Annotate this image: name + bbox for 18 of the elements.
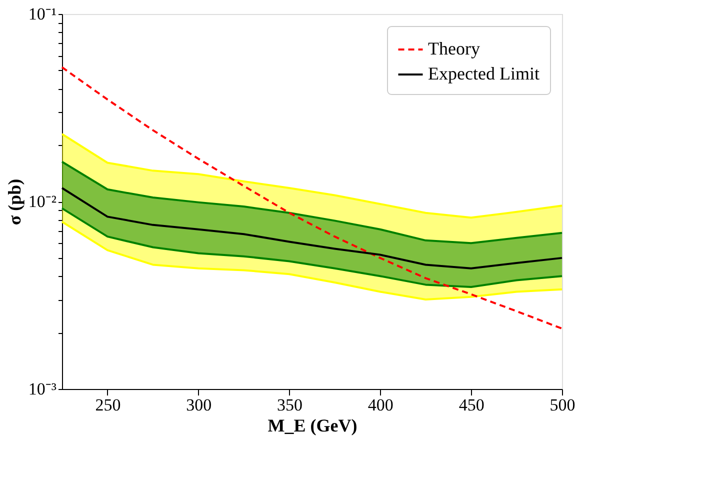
y-tick-label: 10⁻³ — [28, 380, 56, 398]
x-tick-label: 500 — [550, 396, 576, 414]
legend-label: Expected Limit — [428, 64, 540, 84]
line-series — [61, 220, 563, 301]
line-series — [61, 133, 563, 219]
x-tick-label: 250 — [95, 396, 121, 414]
x-tick-label: 350 — [277, 396, 303, 414]
line-series — [61, 66, 563, 330]
line-series — [61, 207, 563, 288]
legend-label: Theory — [428, 38, 480, 58]
y-axis-title: σ (pb) — [4, 178, 24, 226]
x-tick-label: 300 — [186, 396, 212, 414]
x-axis-title: M_E (GeV) — [268, 416, 358, 436]
x-tick-label: 400 — [368, 396, 394, 414]
line-series — [61, 160, 563, 244]
y-tick-label: 10⁻² — [28, 192, 56, 211]
y-tick-label: 10⁻¹ — [28, 4, 56, 24]
x-tick-label: 450 — [458, 396, 484, 414]
